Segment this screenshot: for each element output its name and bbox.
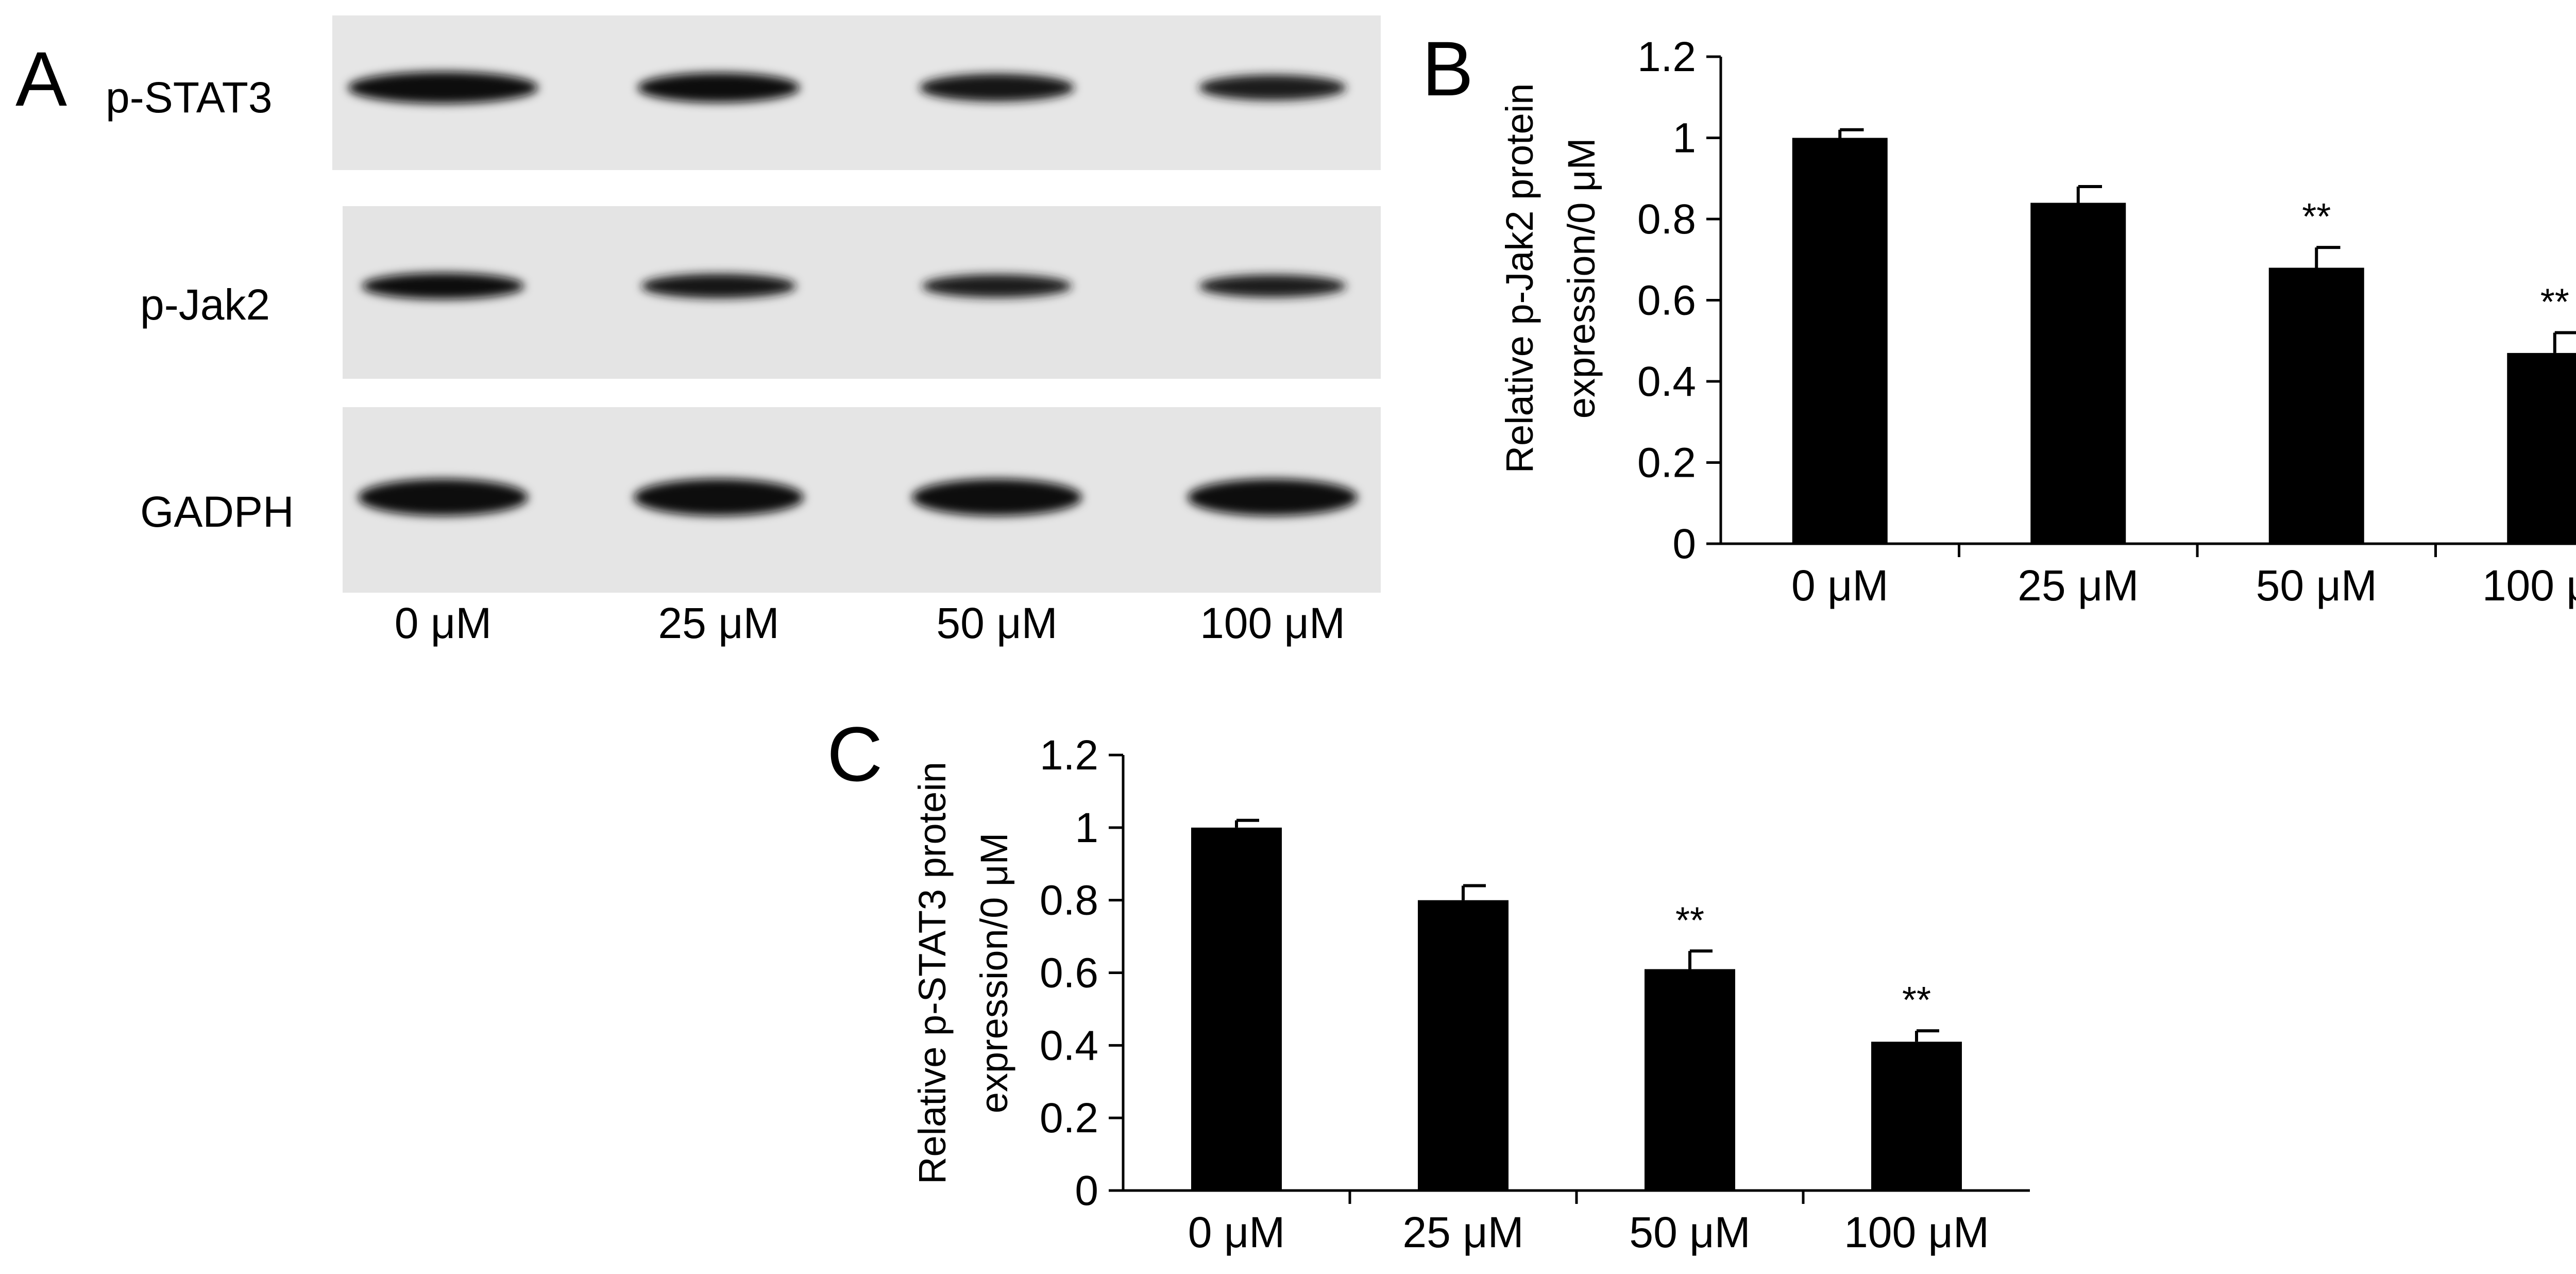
row-label-p-stat3: p-STAT3: [106, 73, 273, 122]
y-tick-label: 0.2: [1637, 440, 1696, 487]
x-tick-label: 50 μM: [2256, 561, 2377, 610]
y-tick-label: 0.6: [1637, 277, 1696, 324]
x-tick-label: 50 μM: [1629, 1208, 1750, 1256]
bar: [2507, 353, 2576, 544]
lane-label-100: 100 μM: [1200, 599, 1345, 647]
y-tick-label: 1: [1075, 804, 1098, 851]
blot-band: [362, 273, 524, 299]
y-tick-label: 0.6: [1040, 950, 1098, 997]
y-axis-title-line1: Relative p-Jak2 protein: [1498, 83, 1541, 474]
significance-label: **: [2540, 282, 2569, 323]
chart-c-plot: 0 0.2 0.4 0.6 0.8 1 1.2 0 μM 25 μM ** 50 μM ** 100 μ…: [1040, 732, 2030, 1256]
panel-a-western-blot: A p-STAT3 p-Jak2 GADPH 0 μM 25 μM 50 μM …: [15, 15, 1381, 647]
blot-band: [919, 74, 1075, 102]
panel-letter-b: B: [1422, 25, 1473, 112]
bar: [1645, 969, 1735, 1191]
blot-band: [922, 274, 1072, 298]
blot-band: [1188, 479, 1358, 516]
bar: [1871, 1042, 1962, 1191]
x-tick-label: 0 μM: [1188, 1208, 1285, 1256]
y-tick-label: 0: [1672, 521, 1696, 567]
panel-letter-c: C: [827, 711, 883, 797]
blot-band: [641, 274, 796, 298]
x-tick-label: 0 μM: [1791, 561, 1888, 610]
y-tick-label: 0.2: [1040, 1095, 1098, 1142]
y-tick-label: 0.4: [1637, 358, 1696, 405]
blot-band: [1199, 75, 1346, 100]
bar: [2030, 203, 2126, 544]
y-tick-label: 1.2: [1040, 732, 1098, 779]
x-tick-label: 100 μM: [1844, 1208, 1989, 1256]
y-tick-label: 0.8: [1040, 877, 1098, 924]
bar: [1418, 900, 1509, 1191]
panel-c-chart: C Relative p-STAT3 protein expression/0 …: [827, 711, 2030, 1256]
significance-label: **: [2302, 196, 2331, 238]
y-axis-title-line1: Relative p-STAT3 protein: [911, 762, 954, 1184]
y-tick-label: 1: [1672, 115, 1696, 162]
lane-label-0: 0 μM: [395, 599, 492, 647]
blot-band: [634, 479, 804, 516]
x-tick-label: 100 μM: [2482, 561, 2576, 610]
bar: [2268, 267, 2364, 544]
chart-b-plot: 0 0.2 0.4 0.6 0.8 1 1.2 0 μM 25 μM ** 50 μM ** 100 μ…: [1637, 33, 2576, 610]
y-axis-title-line2: expression/0 μM: [1560, 138, 1603, 418]
lane-label-50: 50 μM: [936, 599, 1057, 647]
x-tick-label: 25 μM: [2018, 561, 2139, 610]
y-tick-label: 0: [1075, 1167, 1098, 1214]
blot-band: [637, 73, 800, 103]
blot-band: [1199, 275, 1346, 297]
lane-label-25: 25 μM: [658, 599, 779, 647]
row-label-gadph: GADPH: [140, 488, 294, 536]
bar: [1792, 138, 1888, 544]
blot-bands: [348, 72, 1358, 516]
panel-b-chart: B Relative p-Jak2 protein expression/0 μ…: [1422, 25, 2576, 610]
panel-letter-a: A: [15, 36, 67, 122]
blot-band: [912, 479, 1082, 516]
y-tick-label: 0.8: [1637, 196, 1696, 243]
bar: [1191, 827, 1282, 1191]
significance-label: **: [1902, 980, 1931, 1021]
blot-strip-p-jak2: [343, 206, 1381, 379]
blot-band: [358, 479, 528, 516]
y-axis-title-line2: expression/0 μM: [973, 833, 1015, 1113]
row-label-p-jak2: p-Jak2: [140, 280, 270, 329]
y-tick-label: 0.4: [1040, 1022, 1098, 1069]
significance-label: **: [1675, 900, 1704, 941]
y-tick-label: 1.2: [1637, 33, 1696, 80]
blot-band: [348, 72, 538, 104]
x-tick-label: 25 μM: [1402, 1208, 1523, 1256]
